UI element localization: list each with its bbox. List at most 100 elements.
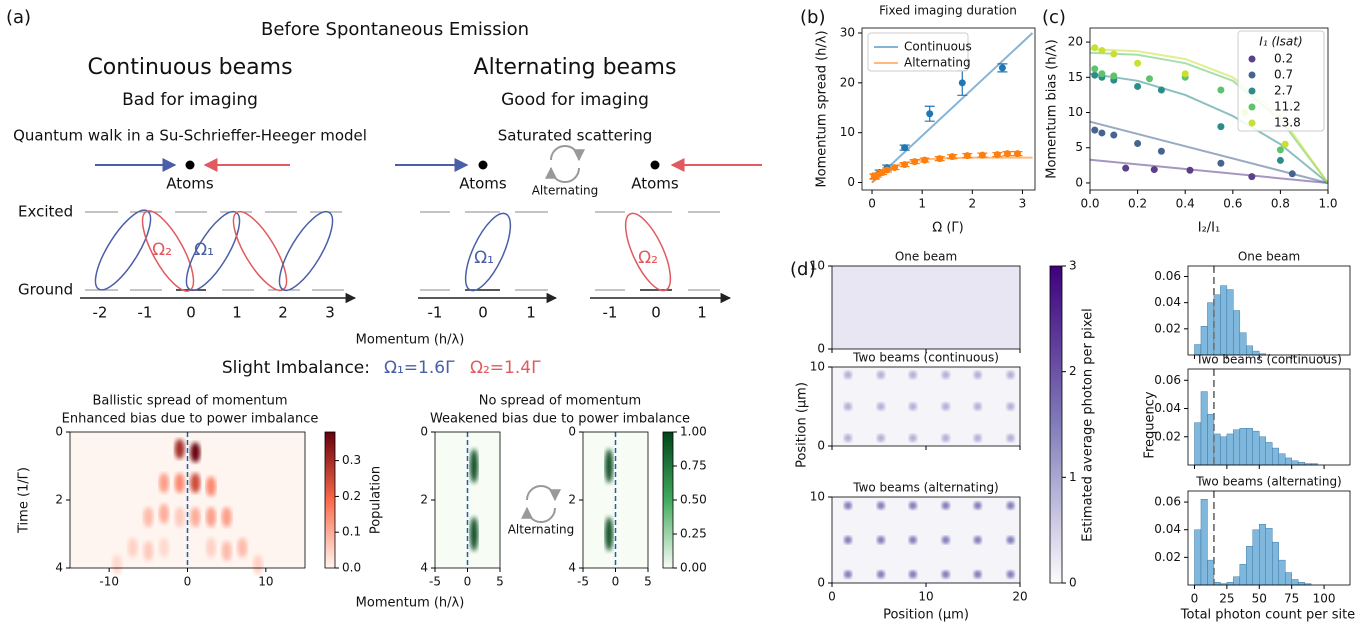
axes-frame: [69, 431, 306, 569]
x-tick-label: 0: [184, 575, 192, 589]
y-tick-label: 0: [55, 425, 63, 439]
atom-spot: [908, 570, 917, 579]
atom-spot: [908, 434, 917, 443]
data-point: [1186, 166, 1194, 174]
axes-frame: [831, 366, 1021, 447]
y-tick-label: 20: [840, 75, 855, 89]
y-tick-label: 10: [840, 125, 855, 139]
legend-swatch: [1248, 103, 1256, 111]
atom-spot: [908, 402, 917, 411]
atom-spot: [973, 370, 982, 379]
y-tick-label: 0: [817, 342, 825, 356]
atom-spot: [941, 270, 950, 279]
atoms-label: Atoms: [166, 175, 214, 193]
colorbar: [1049, 265, 1063, 584]
population-spot: [206, 476, 216, 497]
x-tick-label: 10: [258, 575, 273, 589]
data-point: [963, 152, 971, 160]
couplings: [94, 209, 672, 292]
population-spot: [470, 517, 478, 551]
y-tick-label: 4: [55, 561, 63, 575]
histogram-bar: [1220, 285, 1228, 356]
data-point: [1110, 72, 1118, 80]
y-tick-label: 0: [817, 576, 825, 590]
atom: [650, 160, 660, 170]
atom-spot: [876, 402, 885, 411]
histogram-bar: [1226, 582, 1234, 586]
legend-box: [1237, 30, 1325, 132]
x-axis-label: Ω (Γ): [932, 221, 963, 236]
momentum-tick: -1: [428, 304, 443, 322]
atom-spot: [941, 570, 950, 579]
data-point: [1150, 166, 1158, 174]
x-tick-label: 0.8: [1271, 197, 1290, 211]
verdict: Good for imaging: [501, 90, 649, 110]
population-spot: [112, 554, 122, 575]
fit-line: [871, 32, 1034, 184]
panel-label: (b): [800, 7, 825, 28]
level-label: Ground: [18, 281, 73, 299]
colorbar-tick-label: 3: [1069, 259, 1077, 273]
atom-spot: [1006, 402, 1015, 411]
atom-spot: [876, 536, 885, 544]
histogram-bar: [1226, 289, 1234, 356]
atom-spot: [876, 501, 885, 510]
x-tick-label: 0.4: [1176, 197, 1195, 211]
histogram-bar: [1252, 529, 1260, 586]
data-point: [1110, 50, 1118, 58]
population-spot: [127, 537, 138, 558]
histogram-bar: [1207, 559, 1215, 586]
atom-spot: [908, 370, 917, 379]
data-point: [1181, 70, 1189, 78]
x-tick-label: 1: [918, 197, 926, 211]
y-tick-label: 0.02: [1154, 321, 1181, 335]
momentum-tick: -1: [138, 304, 153, 322]
x-tick-label: 0: [1191, 592, 1199, 606]
data-point: [1098, 47, 1106, 55]
histogram-bar: [1265, 528, 1273, 586]
y-tick-label: 0: [1075, 175, 1083, 189]
image-background: [832, 266, 1020, 349]
y-tick-label: 4: [568, 561, 576, 575]
fit-line: [1089, 158, 1329, 184]
atom-spot: [908, 270, 917, 279]
atom-spot: [973, 434, 982, 443]
model: Quantum walk in a Su-Schrieffer-Heeger m…: [13, 127, 367, 145]
data-point: [926, 110, 934, 118]
histogram-bar: [1213, 294, 1221, 356]
population-spot: [190, 473, 201, 493]
switch-label: Alternating: [532, 184, 599, 198]
x-axis-label: Momentum (h/λ): [356, 596, 465, 611]
chart-title: Fixed imaging duration: [879, 4, 1017, 18]
histogram-bar: [1194, 422, 1202, 466]
histogram-bar: [1207, 302, 1215, 356]
colorbar-tick-label: 0.50: [680, 493, 707, 507]
y-tick-label: 10: [810, 259, 825, 273]
x-tick-label: 3: [1019, 197, 1027, 211]
momentum-tick: 0: [186, 304, 196, 322]
x-tick-label: 75: [1284, 592, 1299, 606]
legend-swatch: [1248, 71, 1256, 79]
data-point: [936, 155, 944, 163]
y-tick-label: 0.02: [1154, 429, 1181, 443]
histogram-bar: [1220, 436, 1228, 466]
x-tick-label: 10: [918, 590, 933, 604]
atom-spot: [973, 501, 982, 510]
colorbar-tick-label: 0.75: [680, 459, 707, 473]
y-tick-label: 0: [568, 425, 576, 439]
colorbar-label: Estimated average photon per pixel: [1081, 308, 1096, 542]
momentum-tick: 0: [478, 304, 488, 322]
atom-spot: [908, 303, 917, 312]
colorbar-label: Population: [369, 466, 384, 534]
x-tick-label: 0.0: [1080, 197, 1099, 211]
verdict: Bad for imaging: [122, 90, 258, 110]
population-spot: [143, 541, 154, 561]
data-point: [1091, 65, 1099, 73]
data-point: [1110, 131, 1118, 139]
x-tick-label: 5: [496, 575, 504, 589]
atom-spot: [941, 303, 950, 312]
data-point: [1276, 156, 1284, 164]
x-axis-label: I₂/I₁: [1198, 221, 1220, 236]
y-tick-label: 2: [55, 493, 63, 507]
x-tick-label: 100: [1313, 592, 1336, 606]
